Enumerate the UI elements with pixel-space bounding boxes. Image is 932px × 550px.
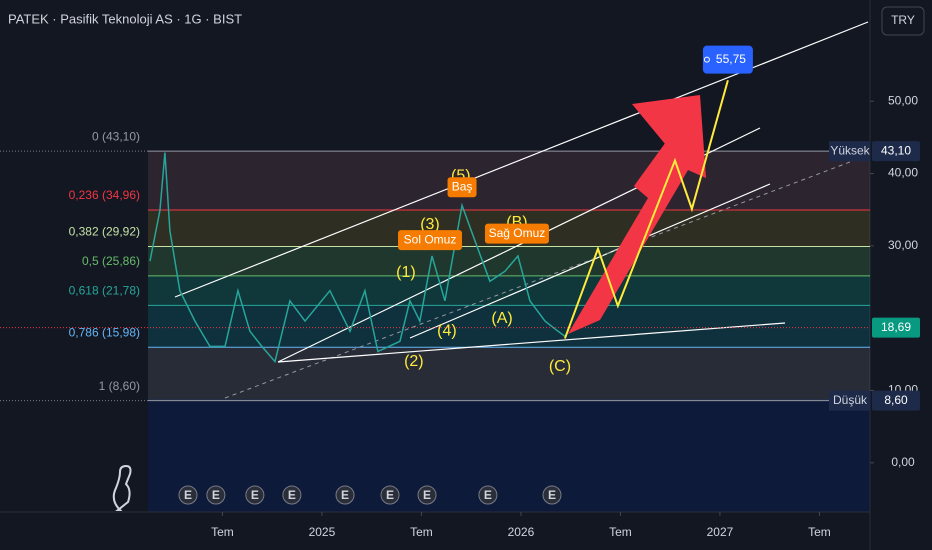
fib-label: 1 (8,60) (99, 379, 140, 393)
pattern-label: Baş (452, 179, 473, 193)
price-tag-label: 43,10 (881, 143, 911, 157)
wave-label: (2) (404, 353, 424, 370)
y-tick-label: 0,00 (891, 455, 915, 469)
target-dot (703, 56, 710, 63)
fib-band (148, 246, 870, 276)
fib-label: 0,236 (34,96) (69, 188, 140, 202)
support-line (277, 322, 786, 363)
logo (112, 464, 132, 511)
event-label: E (288, 488, 296, 502)
projection-line (563, 80, 729, 339)
x-tick-label: Tem (211, 525, 234, 539)
event-label: E (184, 488, 192, 502)
pattern-box (484, 223, 549, 244)
wave-label: (3) (420, 216, 440, 233)
event-marker (178, 485, 198, 505)
fib-bands (148, 150, 870, 402)
price-tag (872, 141, 920, 162)
volume-pane (148, 399, 870, 512)
price-tag-label: 18,69 (881, 320, 911, 334)
event-marker (417, 485, 437, 505)
event-marker (282, 485, 302, 505)
currency: TRY (891, 13, 915, 27)
fib-label: 0,5 (25,86) (82, 254, 140, 268)
wave-label: (1) (396, 264, 416, 281)
x-tick-label: 2026 (508, 525, 535, 539)
price-tag-label: 8,60 (884, 393, 908, 407)
level-name-box (829, 390, 870, 411)
arrow-head (632, 95, 700, 150)
fib-label: 0,786 (15,98) (69, 325, 140, 339)
target-box (702, 45, 753, 74)
event-marker (245, 485, 265, 505)
pattern-box (397, 230, 462, 251)
x-tick-label: 2025 (309, 525, 336, 539)
pattern-box (447, 177, 477, 198)
event-marker (206, 485, 226, 505)
x-tick-label: 2027 (707, 525, 734, 539)
event-label: E (386, 488, 394, 502)
event-marker (335, 485, 355, 505)
event-label: E (212, 488, 220, 502)
event-label: E (484, 488, 492, 502)
fib-label: 0 (43,10) (92, 129, 140, 143)
fib-label: 0,382 (29,92) (69, 225, 140, 239)
x-tick-label: Tem (808, 525, 831, 539)
price-line (149, 152, 566, 364)
arrow (568, 95, 706, 334)
y-tick-label: 30,00 (888, 238, 918, 252)
wave-label: (C) (549, 358, 571, 375)
level-name-box (829, 141, 870, 162)
x-tick-label: Tem (410, 525, 433, 539)
level-name: Düşük (833, 393, 868, 407)
level-name: Yüksek (830, 143, 870, 157)
event-label: E (548, 488, 556, 502)
x-tick-label: Tem (609, 525, 632, 539)
event-marker (380, 485, 400, 505)
y-tick-label: 50,00 (888, 93, 918, 107)
event-marker (542, 485, 562, 505)
channel-line (409, 183, 771, 339)
price-tag (872, 317, 920, 338)
event-marker (478, 485, 498, 505)
fib-band (148, 275, 870, 306)
currency-button[interactable] (881, 6, 925, 36)
target-label: 55,75 (716, 52, 746, 66)
pattern-label: Sol Omuz (404, 232, 457, 246)
wave-label: (4) (437, 322, 457, 339)
price-tag (872, 390, 920, 411)
y-tick-label: 40,00 (888, 166, 918, 180)
event-label: E (423, 488, 431, 502)
chart-title: PATEK · Pasifik Teknoloji AS · 1G · BIST (8, 11, 242, 26)
event-label: E (251, 488, 259, 502)
event-label: E (341, 488, 349, 502)
pattern-label: Sağ Omuz (489, 226, 546, 240)
wave-label: (A) (491, 310, 512, 327)
fib-band (148, 347, 870, 401)
fib-label: 0,618 (21,78) (69, 283, 140, 297)
fib-band (148, 151, 870, 211)
